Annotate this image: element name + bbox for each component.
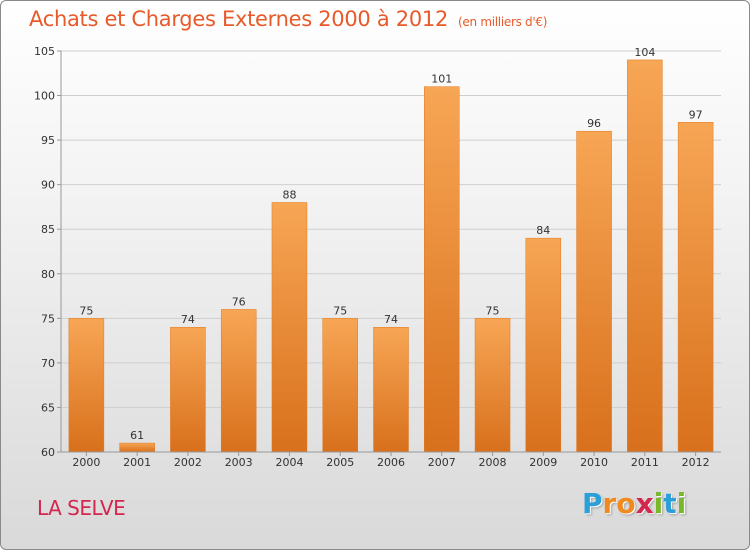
x-tick-label: 2012	[682, 456, 710, 469]
data-label: 76	[232, 295, 246, 308]
bar-2005	[322, 318, 358, 453]
data-label: 101	[431, 73, 452, 86]
bar-2009	[525, 237, 562, 453]
data-label: 88	[282, 188, 296, 201]
data-label: 75	[79, 304, 93, 317]
y-tick-label: 70	[41, 357, 55, 370]
label-layer: 75 61 74 76 88 75 74 101 75 84 96 104 97	[79, 46, 702, 442]
logo-letter: r	[602, 487, 617, 520]
bar-2010	[576, 130, 612, 453]
y-tick-label: 90	[41, 179, 55, 192]
bar-2007	[424, 86, 460, 453]
unit-text: (en milliers d'€)	[458, 15, 548, 29]
chart-title: Achats et Charges Externes 2000 à 2012 (e…	[29, 7, 547, 31]
y-tick-label: 60	[41, 446, 55, 459]
data-label: 75	[333, 304, 347, 317]
x-tick-label: 2011	[631, 456, 659, 469]
logo-letter: i	[653, 487, 664, 520]
bar-2001	[119, 442, 155, 453]
x-tick-label: 2008	[479, 456, 507, 469]
x-tick-label: 2000	[72, 456, 100, 469]
bar-2006	[373, 326, 409, 453]
x-tick-label: 2007	[428, 456, 456, 469]
bar-2011	[627, 59, 663, 453]
x-tick-label: 2006	[377, 456, 405, 469]
data-label: 74	[384, 313, 398, 326]
bar-2003	[220, 309, 257, 453]
y-tick-label: 80	[41, 268, 55, 281]
x-tick-label: 2001	[123, 456, 151, 469]
data-label: 104	[634, 46, 655, 59]
logo-letter: t	[663, 487, 677, 520]
y-tick-label: 85	[41, 223, 55, 236]
title-text: Achats et Charges Externes 2000 à 2012	[29, 7, 449, 31]
commune-name: LA SELVE	[37, 496, 126, 520]
logo-letter: o	[616, 487, 636, 520]
proxiti-logo: Proxiti	[582, 487, 686, 520]
logo-letter: i	[676, 487, 687, 520]
data-label: 84	[536, 224, 550, 237]
x-tick-label: 2003	[225, 456, 253, 469]
y-tick-label: 95	[41, 134, 55, 147]
data-label: 97	[689, 108, 703, 121]
y-tick-label: 75	[41, 312, 55, 325]
data-label: 61	[130, 429, 144, 442]
logo-letter: x	[635, 487, 654, 520]
bar-layer	[68, 59, 714, 453]
x-tick-label: 2010	[580, 456, 608, 469]
x-tick-label: 2004	[275, 456, 303, 469]
bar-2000	[68, 318, 105, 453]
logo-letter: P	[582, 487, 603, 520]
x-tick-label: 2009	[529, 456, 557, 469]
bar-2008	[474, 318, 511, 453]
data-label: 75	[486, 304, 500, 317]
y-tick-label: 65	[41, 401, 55, 414]
x-tick-label: 2005	[326, 456, 354, 469]
bar-2004	[271, 202, 308, 453]
y-tick-label: 105	[34, 45, 55, 58]
x-tick-label: 2002	[174, 456, 202, 469]
axis-layer: 60 65 70 75 80 85 90 95 100 105 2000 2001 2002 2003 20…	[34, 45, 721, 469]
y-tick-label: 100	[34, 90, 55, 103]
data-label: 74	[181, 313, 195, 326]
bar-2002	[170, 326, 206, 453]
data-label: 96	[587, 117, 601, 130]
bar-2012	[677, 122, 714, 453]
